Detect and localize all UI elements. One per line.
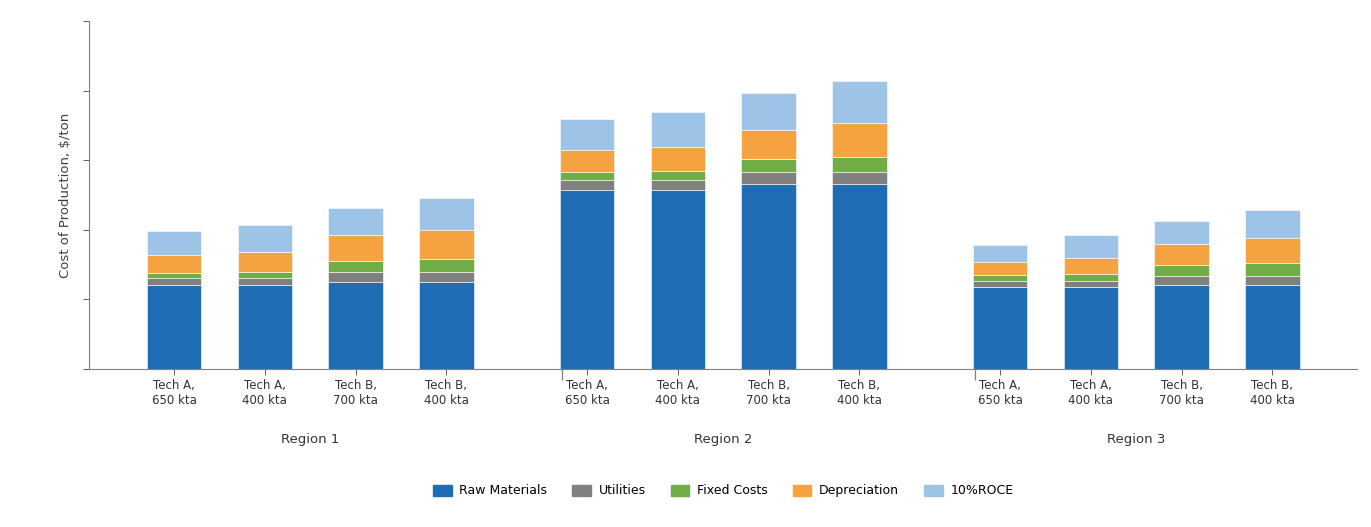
Bar	[328, 235, 383, 261]
Bar	[559, 119, 614, 150]
Bar	[651, 112, 705, 147]
Bar	[237, 278, 292, 285]
Bar	[147, 231, 202, 255]
Bar	[1064, 281, 1119, 287]
Bar	[742, 159, 795, 172]
Bar	[420, 198, 473, 230]
Bar	[328, 261, 383, 272]
Bar	[832, 81, 887, 123]
Bar	[973, 262, 1027, 276]
Bar	[1154, 245, 1209, 265]
Y-axis label: Cost of Production, $/ton: Cost of Production, $/ton	[59, 112, 71, 278]
Bar	[328, 272, 383, 282]
Bar	[1245, 276, 1300, 285]
Bar	[147, 272, 202, 278]
Bar	[559, 172, 614, 180]
Bar	[742, 184, 795, 369]
Bar	[1154, 220, 1209, 245]
Bar	[973, 287, 1027, 369]
Bar	[651, 147, 705, 171]
Bar	[420, 272, 473, 282]
Bar	[973, 276, 1027, 281]
Bar	[559, 190, 614, 369]
Text: Region 3: Region 3	[1106, 433, 1165, 446]
Bar	[832, 184, 887, 369]
Bar	[420, 230, 473, 259]
Bar	[832, 123, 887, 157]
Bar	[420, 282, 473, 369]
Bar	[147, 278, 202, 285]
Bar	[147, 285, 202, 369]
Bar	[832, 157, 887, 172]
Bar	[973, 281, 1027, 287]
Bar	[1245, 238, 1300, 263]
Text: Region 1: Region 1	[281, 433, 340, 446]
Bar	[328, 208, 383, 235]
Bar	[328, 282, 383, 369]
Bar	[1245, 210, 1300, 238]
Bar	[559, 150, 614, 172]
Bar	[559, 180, 614, 190]
Bar	[651, 180, 705, 190]
Bar	[742, 130, 795, 159]
Text: Region 2: Region 2	[694, 433, 753, 446]
Bar	[1064, 235, 1119, 258]
Bar	[147, 255, 202, 272]
Bar	[237, 285, 292, 369]
Bar	[1245, 285, 1300, 369]
Bar	[651, 171, 705, 180]
Bar	[973, 245, 1027, 262]
Bar	[237, 225, 292, 252]
Bar	[1245, 263, 1300, 276]
Bar	[420, 259, 473, 272]
Bar	[1154, 285, 1209, 369]
Bar	[1064, 275, 1119, 281]
Bar	[237, 271, 292, 278]
Bar	[1154, 276, 1209, 285]
Bar	[742, 172, 795, 184]
Bar	[832, 172, 887, 184]
Legend: Raw Materials, Utilities, Fixed Costs, Depreciation, 10%ROCE: Raw Materials, Utilities, Fixed Costs, D…	[428, 480, 1019, 503]
Bar	[1064, 258, 1119, 275]
Bar	[237, 252, 292, 271]
Bar	[651, 190, 705, 369]
Bar	[1154, 265, 1209, 276]
Bar	[1064, 287, 1119, 369]
Bar	[742, 93, 795, 130]
